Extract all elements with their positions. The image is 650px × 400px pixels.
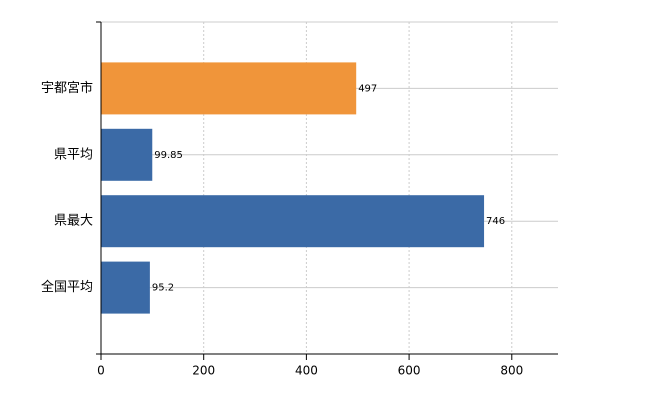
bar	[101, 195, 485, 248]
bar	[101, 261, 150, 314]
x-tick-label: 600	[398, 364, 421, 378]
data-label: 95.2	[152, 283, 174, 294]
data-label: 497	[358, 83, 377, 94]
bar	[101, 128, 153, 181]
y-tick-label: 宇都宮市	[41, 80, 93, 96]
bar	[101, 62, 357, 115]
x-tick-label: 400	[295, 364, 318, 378]
data-label: 746	[486, 216, 505, 227]
x-tick-label: 0	[97, 364, 105, 378]
x-tick-label: 200	[192, 364, 215, 378]
y-tick-label: 県最大	[54, 214, 93, 229]
y-tick-label: 県平均	[54, 147, 93, 162]
data-label: 99.85	[154, 150, 183, 161]
y-tick-label: 全国平均	[41, 279, 93, 295]
x-tick-label: 800	[500, 364, 523, 378]
